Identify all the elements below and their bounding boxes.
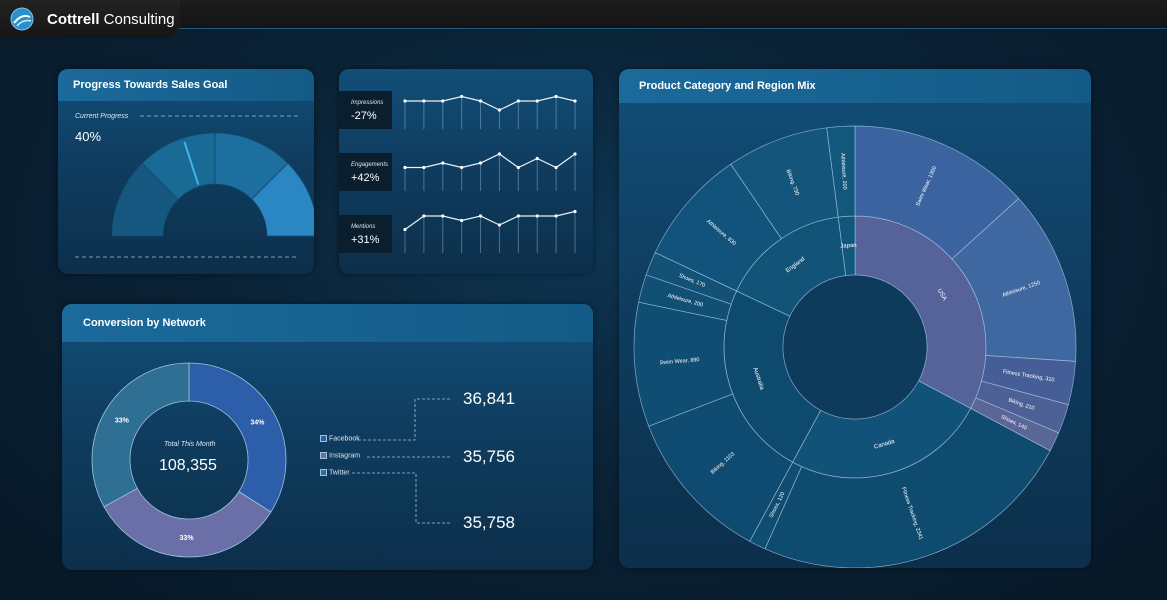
donut-slice-instagram xyxy=(103,487,272,558)
sparkline-point xyxy=(516,165,520,170)
mix-panel: Product Category and Region Mix USA Swim … xyxy=(619,69,1091,568)
sparkline-point xyxy=(535,99,539,103)
progress-divider xyxy=(75,115,298,258)
legend-twitter-label: Twitter xyxy=(329,469,350,477)
twitter-count: 35,758 xyxy=(463,513,515,532)
sparkline-point xyxy=(403,99,407,103)
social-metrics-panel: Impressions -27% Engagements +42% Mentions +3… xyxy=(339,69,593,274)
facebook-count: 36,841 xyxy=(463,389,515,408)
sunburst-hole xyxy=(782,274,928,420)
legend-instagram-label: Instagram xyxy=(329,452,361,460)
metric-engagements: Engagements +42% xyxy=(339,153,392,191)
sparkline-point xyxy=(535,214,539,218)
logo-icon xyxy=(10,7,34,31)
sparkline-point xyxy=(516,214,520,218)
sparkline-point xyxy=(460,94,464,99)
brand-name: Cottrell Consulting xyxy=(47,11,175,28)
sparkline-point xyxy=(573,152,577,156)
region-label: USA xyxy=(936,288,948,302)
legend-connectors xyxy=(352,398,452,524)
category-label: Athleisure, 200 xyxy=(839,153,847,190)
sparkline-point xyxy=(422,99,426,103)
sparkline-line xyxy=(404,210,576,230)
legend-instagram: Instagram xyxy=(320,452,360,459)
metric-engagements-value: +42% xyxy=(351,172,380,184)
top-bar xyxy=(0,0,1167,29)
current-progress-value: 40% xyxy=(75,129,102,144)
sparkline-point xyxy=(497,152,502,156)
twitter-swatch xyxy=(320,469,327,476)
sales-goal-title: Progress Towards Sales Goal xyxy=(58,69,314,101)
sparkline-point xyxy=(478,214,483,218)
sparkline-point xyxy=(441,99,445,103)
sparkline-point xyxy=(554,165,558,170)
legend-twitter: Twitter xyxy=(320,469,350,476)
donut-slice-twitter xyxy=(91,362,190,508)
instagram-swatch xyxy=(320,452,327,459)
current-progress-label: Current Progress xyxy=(75,113,129,120)
sparkline-mentions xyxy=(403,209,577,253)
gauge-band-high xyxy=(251,162,314,237)
sparkline-point xyxy=(573,209,577,214)
facebook-swatch xyxy=(320,435,327,442)
sparkline-point xyxy=(478,161,483,165)
category-canada-fitness-tracking-2341 xyxy=(764,408,1051,568)
brand-rest: Consulting xyxy=(99,11,175,28)
metric-impressions-value: -27% xyxy=(351,110,377,122)
sparkline-point xyxy=(403,165,407,170)
sparkline-engagements xyxy=(403,152,577,191)
donut-slice-facebook xyxy=(188,362,287,513)
donut-center-value: 108,355 xyxy=(159,457,217,474)
metric-impressions-label: Impressions xyxy=(351,100,384,106)
legend-facebook-label: Facebook xyxy=(329,435,360,443)
sparkline-point xyxy=(554,214,558,218)
metric-engagements-label: Engagements xyxy=(351,162,389,168)
sparkline-point xyxy=(497,223,502,227)
sparkline-impressions xyxy=(403,94,577,129)
category-japan-athleisure-200 xyxy=(826,125,856,218)
sparkline-point xyxy=(573,99,577,103)
metric-mentions-label: Mentions xyxy=(351,224,376,230)
sparkline-point xyxy=(422,165,426,170)
legend-facebook: Facebook xyxy=(320,435,360,442)
sparkline-point xyxy=(478,99,483,103)
sparkline-point xyxy=(460,218,464,223)
sparkline-point xyxy=(554,94,558,99)
instagram-count: 35,756 xyxy=(463,447,515,466)
sparkline-point xyxy=(441,161,445,165)
metric-impressions: Impressions -27% xyxy=(339,91,392,129)
gauge-needle xyxy=(183,141,200,185)
metric-mentions-value: +31% xyxy=(351,234,380,246)
conversion-donut: 34% 33% 33% xyxy=(91,362,287,558)
brand-bold: Cottrell xyxy=(47,11,100,28)
sparkline-line xyxy=(405,153,576,169)
region-label: Japan xyxy=(840,243,857,250)
donut-slice-label: 33% xyxy=(180,535,195,542)
donut-slice-label: 33% xyxy=(115,417,130,424)
mix-title: Product Category and Region Mix xyxy=(619,69,1091,103)
sparkline-point xyxy=(535,156,539,161)
conversion-title: Conversion by Network xyxy=(62,304,593,342)
sparkline-line xyxy=(405,95,576,111)
donut-center-label: Total This Month xyxy=(164,441,216,448)
sparkline-point xyxy=(460,165,464,170)
metric-mentions: Mentions +31% xyxy=(339,215,392,253)
progress-gauge xyxy=(111,132,314,237)
category-label: Swim Wear, 890 xyxy=(659,357,699,366)
sparkline-point xyxy=(422,214,426,218)
sparkline-point xyxy=(497,108,502,112)
conversion-panel: Conversion by Network 34% 33% 33% Total Th… xyxy=(62,304,593,570)
sparkline-point xyxy=(403,227,407,232)
sales-goal-panel: Progress Towards Sales Goal Current Prog… xyxy=(58,69,314,274)
donut-slice-label: 34% xyxy=(250,419,265,426)
sparkline-point xyxy=(516,99,520,103)
sparkline-point xyxy=(441,214,445,218)
